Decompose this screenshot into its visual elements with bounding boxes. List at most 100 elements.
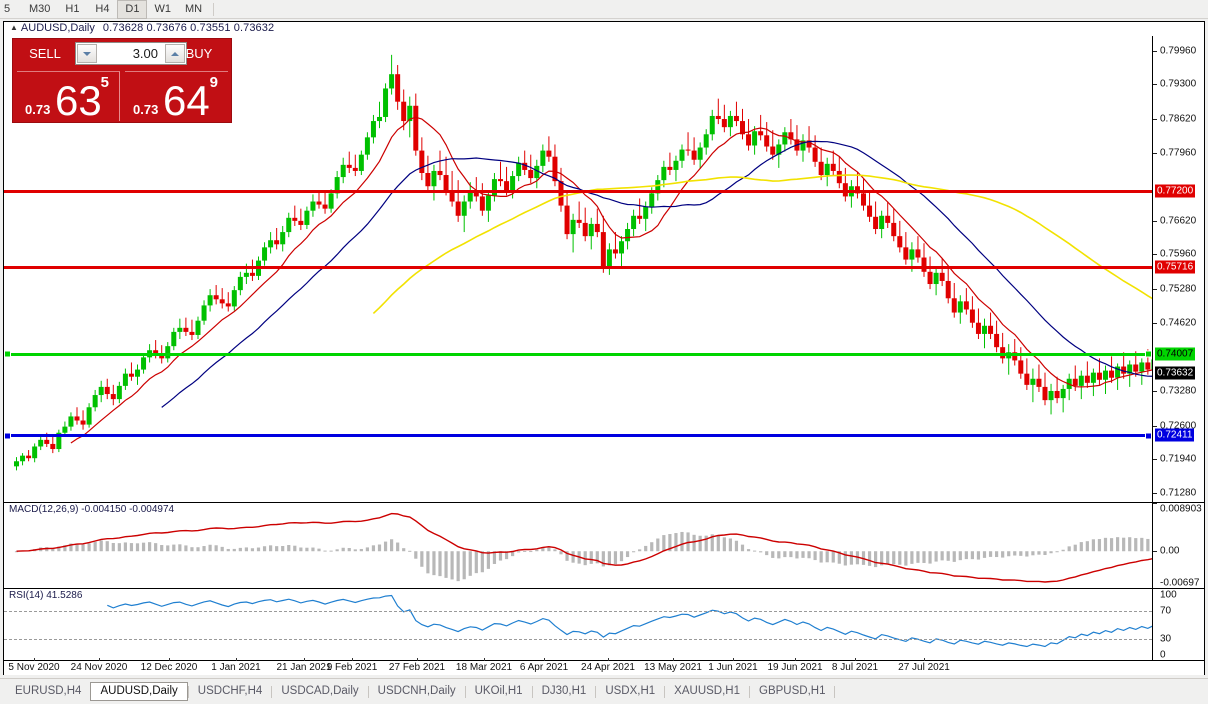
- date-axis-label: 24 Apr 2021: [581, 662, 635, 673]
- date-axis-tick: [795, 658, 796, 661]
- candlestick: [74, 407, 80, 425]
- candlestick: [370, 114, 376, 144]
- candlestick: [225, 292, 231, 312]
- current-price-chip[interactable]: 0.73632: [1155, 366, 1196, 380]
- timeframe-button-h4[interactable]: H4: [95, 3, 110, 15]
- volume-increment-icon[interactable]: [165, 44, 185, 63]
- candlestick: [425, 155, 431, 192]
- macd-histogram-bar: [81, 544, 85, 552]
- timeframe-button-mn[interactable]: MN: [184, 3, 203, 15]
- date-axis-tick: [924, 658, 925, 661]
- tab-separator: [834, 685, 836, 698]
- candlestick: [697, 142, 703, 169]
- rsi-plot-area[interactable]: [4, 589, 1152, 660]
- price-line-target[interactable]: [4, 432, 1152, 440]
- timeframe-button-d1[interactable]: D1: [117, 0, 148, 19]
- chart-tab-audusd-daily[interactable]: AUDUSD,Daily: [90, 682, 188, 701]
- line-drag-handle[interactable]: [1145, 432, 1152, 440]
- candlestick: [377, 101, 382, 129]
- volume-input[interactable]: 3.00: [75, 42, 187, 65]
- candlestick: [600, 215, 606, 273]
- candlestick: [473, 177, 479, 202]
- macd-histogram-bar: [402, 548, 406, 552]
- line-drag-handle[interactable]: [4, 432, 11, 440]
- macd-plot-area[interactable]: [4, 503, 1152, 588]
- price-plot-area[interactable]: [4, 36, 1152, 502]
- macd-histogram-bar: [692, 534, 696, 552]
- sell-price-quote[interactable]: 0.73 63 5: [17, 71, 120, 121]
- chart-tab-usdx-h1[interactable]: USDX,H1: [605, 685, 656, 697]
- sell-button[interactable]: SELL: [29, 46, 61, 61]
- macd-histogram-bar: [867, 551, 872, 566]
- price-line-support[interactable]: 0.74007: [1155, 347, 1196, 361]
- price-axis-label: 0.78620: [1160, 113, 1197, 125]
- macd-histogram-bar: [390, 539, 394, 552]
- chart-tab-dj30-h1[interactable]: DJ30,H1: [541, 685, 587, 697]
- line-drag-handle[interactable]: [4, 350, 11, 358]
- chart-tab-usdcad-daily[interactable]: USDCAD,Daily: [281, 685, 359, 697]
- price-line-resistance-2[interactable]: 0.75716: [1155, 260, 1196, 274]
- macd-histogram-bar: [1013, 551, 1017, 556]
- timeframe-button-m30[interactable]: M30: [29, 3, 51, 15]
- macd-histogram-bar: [347, 548, 351, 552]
- macd-histogram-bar: [51, 547, 55, 552]
- price-line-resistance-1[interactable]: [4, 190, 1152, 194]
- macd-histogram-bar: [668, 534, 672, 552]
- candlestick: [915, 236, 921, 263]
- macd-histogram-bar: [934, 551, 938, 562]
- price-line-resistance-2[interactable]: [4, 265, 1152, 269]
- candlestick: [304, 206, 310, 230]
- candlestick: [800, 134, 806, 162]
- candlestick: [982, 318, 987, 349]
- date-axis-label: 19 Jun 2021: [767, 662, 823, 673]
- candlestick: [183, 317, 189, 336]
- rsi-chart: [107, 594, 1152, 648]
- chart-tab-ukoil-h1[interactable]: UKOil,H1: [474, 685, 523, 697]
- candlestick: [383, 83, 389, 123]
- candlestick: [619, 236, 624, 267]
- macd-histogram-bar: [250, 548, 255, 552]
- chart-tab-xauusd-h1[interactable]: XAUUSD,H1: [674, 685, 740, 697]
- chart-tab-usdcnh-daily[interactable]: USDCNH,Daily: [377, 685, 456, 697]
- price-axis[interactable]: 0.79960 0.79300 0.78620 0.77960 0.76620 0.759…: [1152, 36, 1204, 502]
- candlestick: [582, 207, 588, 242]
- timeframe-button-w1[interactable]: W1: [154, 3, 171, 15]
- date-axis-tick: [236, 658, 237, 661]
- chart-tab-eurusd-h4[interactable]: EURUSD,H4: [15, 685, 82, 697]
- macd-histogram-bar: [178, 544, 182, 552]
- date-axis-tick: [352, 658, 353, 661]
- price-line-target[interactable]: 0.72411: [1155, 428, 1195, 442]
- candlestick: [68, 412, 74, 431]
- buy-price-quote[interactable]: 0.73 64 9: [125, 71, 228, 121]
- collapse-triangle-icon[interactable]: ▲: [10, 23, 18, 32]
- candlestick: [824, 157, 830, 187]
- timeframe-toolbar: 5 M30 H1 H4 D1 W1 MN: [0, 0, 1208, 19]
- candlestick: [455, 180, 461, 222]
- price-line-support[interactable]: [4, 350, 1152, 358]
- candlestick: [945, 267, 951, 304]
- chart-tab-usdchf-h4[interactable]: USDCHF,H4: [197, 685, 263, 697]
- candlestick: [358, 150, 364, 176]
- price-line-resistance-1[interactable]: 0.77200: [1155, 184, 1196, 198]
- candlestick: [104, 378, 110, 400]
- candlestick: [431, 164, 437, 201]
- candlestick: [310, 194, 316, 217]
- macd-histogram-bar: [383, 541, 388, 552]
- date-axis-label: 12 Dec 2020: [140, 662, 198, 673]
- candlestick: [703, 129, 709, 155]
- timeframe-button-h1[interactable]: H1: [65, 3, 80, 15]
- candlestick: [322, 192, 328, 214]
- candlestick: [237, 271, 243, 296]
- buy-button[interactable]: BUY: [185, 46, 213, 61]
- line-drag-handle[interactable]: [1145, 350, 1152, 358]
- candlestick: [116, 381, 122, 404]
- chart-tab-gbpusd-h1[interactable]: GBPUSD,H1: [759, 685, 826, 697]
- timeframe-button-5[interactable]: 5: [3, 3, 11, 15]
- macd-histogram-bar: [166, 545, 170, 552]
- volume-decrement-icon[interactable]: [77, 44, 97, 63]
- candlestick: [715, 98, 721, 125]
- candlestick: [491, 172, 497, 202]
- macd-histogram-bar: [317, 548, 321, 552]
- volume-value[interactable]: 3.00: [132, 46, 158, 61]
- buy-price-prefix: 0.73: [133, 102, 159, 117]
